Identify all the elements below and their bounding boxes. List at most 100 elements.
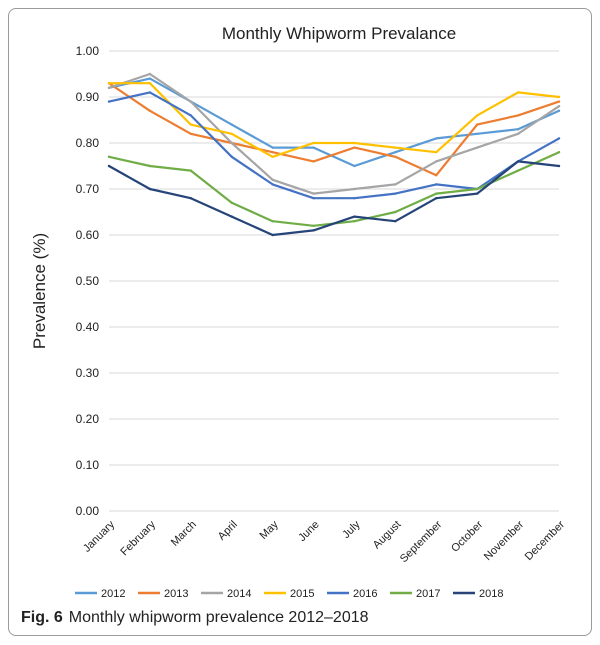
data-point-2018	[189, 197, 193, 200]
series-line-2016	[107, 91, 561, 200]
data-point-2015	[475, 114, 479, 117]
data-point-2014	[394, 183, 397, 186]
data-point-2013	[394, 155, 397, 158]
data-point-2015	[516, 91, 520, 94]
data-point-2018	[557, 164, 561, 168]
data-point-2016	[394, 192, 397, 195]
data-point-2017	[435, 192, 438, 195]
y-tick-label: 0.80	[76, 136, 100, 150]
data-point-2015	[394, 146, 397, 149]
series-line-2015	[107, 82, 561, 158]
legend-label: 2015	[290, 588, 314, 600]
data-point-2017	[557, 151, 561, 154]
x-tick-label: January	[81, 518, 118, 555]
data-point-2016	[435, 183, 438, 186]
x-tick-label: March	[169, 519, 199, 549]
data-point-2014	[230, 141, 233, 145]
data-point-2012	[557, 109, 561, 113]
data-point-2014	[148, 72, 152, 76]
data-point-2013	[353, 146, 356, 149]
data-point-2016	[230, 155, 233, 158]
data-point-2016	[189, 114, 193, 117]
data-point-2015	[312, 141, 315, 145]
legend-label: 2013	[164, 588, 188, 600]
x-tick-label: June	[296, 519, 321, 544]
figure-caption-text: Monthly whipworm prevalence 2012–2018	[68, 609, 369, 626]
data-point-2016	[557, 137, 561, 140]
data-point-2012	[353, 164, 356, 168]
x-tick-label: July	[340, 518, 363, 541]
data-point-2015	[230, 132, 233, 135]
y-axis-label: Prevalence (%)	[30, 233, 49, 349]
y-tick-label: 0.40	[76, 320, 100, 334]
data-point-2013	[557, 100, 561, 103]
data-point-2018	[230, 215, 233, 218]
data-point-2018	[435, 197, 438, 200]
data-point-2014	[557, 105, 561, 108]
data-point-2017	[148, 164, 152, 168]
x-tick-label: April	[216, 519, 240, 543]
data-point-2014	[189, 100, 193, 103]
data-point-2014	[353, 187, 356, 191]
data-point-2015	[557, 95, 561, 99]
figure-caption: Fig. 6 Monthly whipworm prevalence 2012–2…	[21, 609, 369, 627]
data-point-2018	[475, 192, 479, 195]
x-tick-label: October	[449, 518, 485, 554]
data-point-2018	[312, 229, 315, 232]
x-tick-label: August	[371, 519, 404, 552]
legend-label: 2016	[353, 588, 377, 600]
data-point-2012	[475, 132, 479, 135]
data-point-2017	[516, 169, 520, 172]
data-point-2015	[435, 151, 438, 154]
data-point-2015	[148, 82, 152, 85]
y-tick-label: 0.50	[76, 274, 100, 288]
x-tick-label: December	[523, 518, 568, 563]
data-point-2014	[435, 160, 438, 163]
legend-label: 2017	[416, 588, 440, 600]
data-point-2016	[148, 91, 152, 94]
x-tick-label: November	[482, 518, 527, 563]
data-point-2013	[271, 151, 274, 154]
line-chart: Monthly Whipworm Prevalance 0.00 0.10 0.20 0…	[30, 24, 568, 600]
series-line-2014	[107, 72, 561, 195]
data-point-2017	[271, 220, 274, 223]
y-tick-label: 0.60	[76, 228, 100, 242]
x-tick-label: September	[398, 518, 445, 565]
data-point-2016	[353, 197, 356, 200]
data-point-2017	[107, 155, 111, 158]
chart-title: Monthly Whipworm Prevalance	[222, 24, 456, 43]
data-point-2012	[148, 77, 152, 80]
data-point-2018	[271, 233, 274, 237]
data-point-2016	[312, 197, 315, 200]
data-point-2015	[107, 82, 111, 85]
legend-label: 2014	[227, 588, 251, 600]
data-point-2012	[516, 128, 520, 131]
data-point-2018	[394, 220, 397, 223]
data-point-2012	[230, 123, 233, 126]
data-point-2013	[148, 109, 152, 113]
data-point-2018	[516, 160, 520, 163]
data-point-2016	[271, 183, 274, 186]
series-line-2013	[107, 82, 561, 177]
data-point-2014	[516, 132, 520, 135]
data-point-2017	[312, 224, 315, 227]
data-point-2017	[353, 220, 356, 223]
data-point-2013	[475, 123, 479, 126]
data-point-2016	[107, 100, 111, 103]
data-point-2013	[312, 160, 315, 163]
y-tick-label: 0.30	[76, 366, 100, 380]
data-point-2017	[394, 210, 397, 214]
data-point-2014	[271, 178, 274, 181]
data-point-2014	[107, 86, 111, 90]
data-point-2014	[312, 192, 315, 195]
figure-caption-label: Fig. 6	[21, 609, 63, 626]
data-point-2017	[230, 201, 233, 204]
data-point-2014	[475, 146, 479, 149]
y-tick-label: 0.90	[76, 90, 100, 104]
y-tick-label: 1.00	[76, 44, 100, 58]
data-point-2013	[516, 114, 520, 117]
data-point-2018	[148, 187, 152, 191]
data-point-2012	[271, 146, 274, 149]
figure-frame: Monthly Whipworm Prevalance 0.00 0.10 0.20 0…	[8, 8, 592, 636]
x-tick-label: May	[258, 518, 282, 542]
